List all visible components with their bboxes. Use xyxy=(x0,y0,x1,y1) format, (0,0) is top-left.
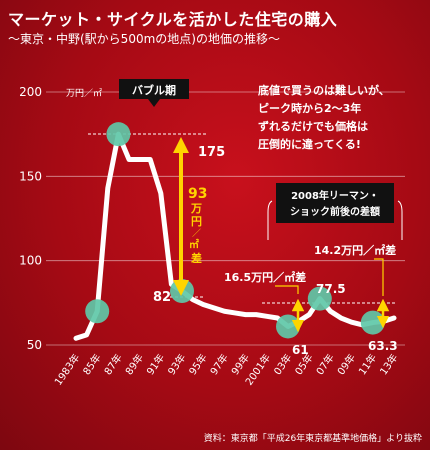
x-tick-95年: 95年 xyxy=(186,351,210,377)
x-tick-97年: 97年 xyxy=(207,351,231,377)
svg-text:89年: 89年 xyxy=(122,351,146,377)
highlight-point-2011 xyxy=(360,310,385,335)
diff1-label: 16.5万円／㎡差 xyxy=(224,270,306,284)
svg-text:91年: 91年 xyxy=(144,351,168,377)
x-tick-1983年: 1983年 xyxy=(51,351,82,387)
svg-text:97年: 97年 xyxy=(207,351,231,377)
x-tick-93年: 93年 xyxy=(165,351,189,377)
gridlines xyxy=(46,91,405,346)
note-line-4: 圧倒的に違ってくる! xyxy=(258,137,361,151)
svg-text:95年: 95年 xyxy=(186,351,210,377)
svg-text:03年: 03年 xyxy=(271,351,295,377)
y-tick-150: 150 xyxy=(19,169,42,183)
drop-value: 93 xyxy=(188,186,207,202)
svg-text:85年: 85年 xyxy=(80,351,104,377)
note-line-2: ピーク時から2〜3年 xyxy=(258,101,361,115)
peak-value-label: 175 xyxy=(198,145,225,160)
svg-text:13年: 13年 xyxy=(377,351,401,377)
low93-value-label: 82 xyxy=(153,290,171,305)
val11-label: 63.3 xyxy=(368,339,398,353)
diff1-leader xyxy=(275,285,299,294)
drop-unit-2: 円 xyxy=(191,215,202,228)
highlight-point-1987 xyxy=(106,122,131,147)
x-tick-87年: 87年 xyxy=(101,351,125,377)
x-tick-07年: 07年 xyxy=(313,351,337,377)
chart-subtitle: 〜東京・中野(駅から500mの地点)の地価の推移〜 xyxy=(8,32,280,46)
drop-unit-4: ㎡ xyxy=(189,238,199,251)
bubble-label-pointer xyxy=(148,99,160,107)
lehman-bracket-right xyxy=(397,200,403,240)
highlight-point-1985 xyxy=(85,299,110,324)
highlight-markers xyxy=(85,122,385,339)
drop-unit-5: 差 xyxy=(191,251,202,265)
x-tick-91年: 91年 xyxy=(144,351,168,377)
svg-text:11年: 11年 xyxy=(356,351,380,377)
chart-title: マーケット・サイクルを活かした住宅の購入 xyxy=(8,10,338,29)
svg-text:07年: 07年 xyxy=(313,351,337,377)
x-tick-11年: 11年 xyxy=(356,351,380,377)
bubble-label-box xyxy=(119,79,189,99)
note-line-3: ずれるだけでも価格は xyxy=(258,119,368,133)
x-tick-89年: 89年 xyxy=(122,351,146,377)
y-tick-50: 50 xyxy=(27,338,42,352)
val03-label: 61 xyxy=(292,343,309,357)
series-line xyxy=(73,131,397,341)
note-line-1: 底値で買うのは難しいが、 xyxy=(258,83,390,97)
y-tick-labels: 50 100 150 200 xyxy=(19,85,42,352)
y-unit-label: 万円／㎡ xyxy=(66,88,102,99)
svg-text:1983年: 1983年 xyxy=(51,351,82,387)
val06-label: 77.5 xyxy=(316,282,346,296)
drop-unit-3: ／ xyxy=(192,228,201,239)
lehman-line-1: 2008年リーマン・ xyxy=(291,189,379,202)
x-tick-03年: 03年 xyxy=(271,351,295,377)
highlight-point-2003 xyxy=(276,314,300,339)
svg-text:87年: 87年 xyxy=(101,351,125,377)
lehman-line-2: ショック前後の差額 xyxy=(290,205,380,218)
x-tick-13年: 13年 xyxy=(377,351,401,377)
bubble-label: バブル期 xyxy=(132,83,176,97)
y-tick-200: 200 xyxy=(19,85,42,99)
drop-unit-1: 万 xyxy=(190,202,202,215)
svg-text:09年: 09年 xyxy=(334,351,358,377)
x-tick-09年: 09年 xyxy=(334,351,358,377)
source-note: 資料：東京都「平成26年東京都基準地価格」より抜粋 xyxy=(203,434,422,444)
x-tick-85年: 85年 xyxy=(80,351,104,377)
diff2-leader xyxy=(374,258,384,296)
highlight-point-2006 xyxy=(307,286,332,311)
lehman-box xyxy=(276,183,394,223)
svg-text:93年: 93年 xyxy=(165,351,189,377)
lehman-bracket-left xyxy=(267,200,273,240)
y-tick-100: 100 xyxy=(19,254,42,268)
diff2-label: 14.2万円／㎡差 xyxy=(314,243,396,257)
